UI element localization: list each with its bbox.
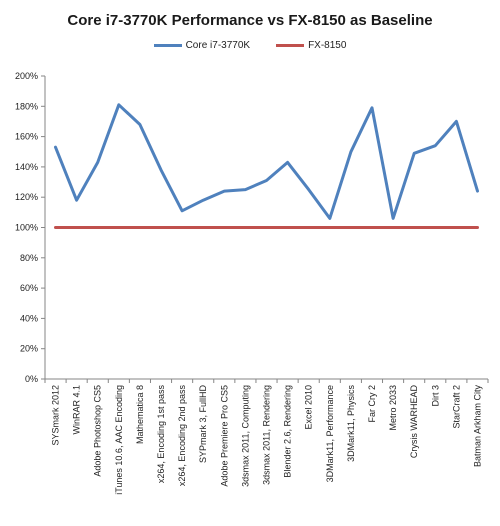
x-tick-label: x264, Encoding 1st pass <box>156 385 166 484</box>
y-tick-label: 0% <box>25 374 38 384</box>
x-tick-label: Dirt 3 <box>430 385 440 407</box>
x-tick-label: Adobe Photoshop CS5 <box>93 385 103 477</box>
x-tick-label: SYSmark 2012 <box>51 385 61 446</box>
x-tick-label: iTunes 10.6, AAC Encoding <box>114 385 124 495</box>
x-tick-label: Excel 2010 <box>304 385 314 430</box>
y-tick-label: 180% <box>15 101 38 111</box>
x-tick-label: Metro 2033 <box>388 385 398 431</box>
y-tick-label: 120% <box>15 192 38 202</box>
series-line-core-i7 <box>54 103 479 220</box>
x-tick-label: 3DMark11, Physics <box>346 385 356 462</box>
y-tick-label: 160% <box>15 132 38 142</box>
legend-swatch-fx8150 <box>276 44 305 47</box>
x-tick-label: x264, Encoding 2nd pass <box>177 385 187 487</box>
x-tick-label: Far Cry 2 <box>367 385 377 423</box>
chart-title: Core i7-3770K Performance vs FX-8150 as … <box>67 12 433 29</box>
x-tick-label: 3dsmax 2011, Rendering <box>262 385 272 485</box>
x-tick-label: 3DMark11, Performance <box>325 385 335 482</box>
y-tick-label: 60% <box>20 283 38 293</box>
legend-label-core-i7: Core i7-3770K <box>185 40 251 51</box>
y-tick-label: 20% <box>20 344 38 354</box>
x-tick-label: WinRAR 4.1 <box>72 385 82 435</box>
y-tick-label: 80% <box>20 253 38 263</box>
legend-swatch-core-i7 <box>153 44 182 47</box>
y-tick-label: 140% <box>15 162 38 172</box>
y-tick-label: 100% <box>15 223 38 233</box>
x-tick-label: Adobe Premiere Pro CS5 <box>219 385 229 487</box>
legend-label-fx8150: FX-8150 <box>308 40 347 51</box>
x-tick-label: Batman Arkham City <box>472 385 482 468</box>
x-tick-label: Mathematica 8 <box>135 385 145 444</box>
x-tick-label: SYPmark 3, FullHD <box>198 385 208 464</box>
y-tick-label: 40% <box>20 313 38 323</box>
x-tick-label: Crysis WARHEAD <box>409 385 419 459</box>
x-tick-label: 3dsmax 2011, Computing <box>240 385 250 487</box>
legend-entry-core-i7: Core i7-3770K <box>153 40 251 51</box>
legend-entry-fx8150: FX-8150 <box>276 40 346 51</box>
legend: Core i7-3770K FX-8150 <box>0 40 500 51</box>
x-tick-label: StarCraft 2 <box>451 385 461 429</box>
y-tick-label: 200% <box>15 71 38 81</box>
x-tick-label: Blender 2.6, Rendering <box>283 385 293 478</box>
